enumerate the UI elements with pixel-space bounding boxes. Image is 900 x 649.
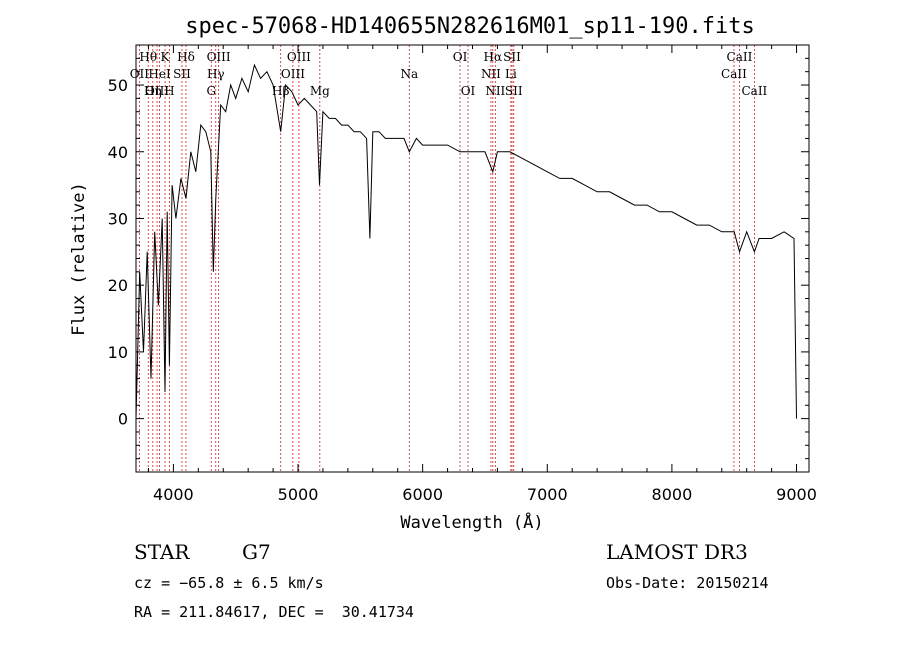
series-group: [135, 63, 797, 419]
line-label-22: Li: [505, 67, 517, 81]
line-label-4: HeI: [148, 67, 171, 81]
line-label-20: SII: [503, 50, 521, 64]
y-tick-label-30: 30: [108, 209, 128, 228]
line-label-24: SII: [505, 84, 523, 98]
y-axis-label: Flux (relative): [69, 182, 89, 336]
y-tick-label-10: 10: [108, 343, 128, 362]
redshift-cz: cz = −65.8 ± 6.5 km/s: [134, 574, 324, 592]
x-axis-label: Wavelength (Å): [400, 511, 543, 533]
line-label-9: OIII: [207, 50, 231, 64]
line-label-13: OIII: [281, 67, 305, 81]
object-subclass: G7: [242, 540, 271, 564]
x-tick-label-8000: 8000: [652, 485, 693, 504]
line-label-5: SII: [173, 67, 191, 81]
line-label-10: Hγ: [207, 67, 225, 81]
y-tick-label-40: 40: [108, 143, 128, 162]
line-label-8: H: [164, 84, 174, 98]
x-tick-label-6000: 6000: [402, 485, 443, 504]
line-label-15: Mg: [310, 84, 330, 98]
line-label-1: K: [161, 50, 171, 64]
observation-date: Obs-Date: 20150214: [606, 574, 769, 592]
line-markers: [138, 45, 755, 472]
x-tick-label-4000: 4000: [153, 485, 194, 504]
x-tick-label-5000: 5000: [278, 485, 319, 504]
line-label-23: NII: [485, 84, 505, 98]
ra-dec: RA = 211.84617, DEC = 30.41734: [134, 603, 414, 621]
object-class: STAR: [134, 540, 190, 564]
x-axis: 4000 5000 6000 7000 8000 9000: [147, 45, 817, 504]
line-label-6: OIII: [145, 84, 169, 98]
line-label-16: Na: [400, 67, 418, 81]
line-label-26: CaII: [721, 67, 747, 81]
y-tick-label-0: 0: [118, 410, 128, 429]
line-label-11: G: [206, 84, 216, 98]
line-label-3: OII: [130, 67, 150, 81]
chart-title: spec-57068-HD140655N282616M01_sp11-190.f…: [185, 14, 755, 39]
x-tick-label-7000: 7000: [527, 485, 568, 504]
line-label-12: OIII: [287, 50, 311, 64]
line-label-0: Hθ: [139, 50, 157, 64]
line-label-27: CaII: [741, 84, 767, 98]
plot-frame: [135, 44, 810, 473]
line-label-18: OI: [461, 84, 476, 98]
x-tick-label-9000: 9000: [776, 485, 817, 504]
y-tick-label-50: 50: [108, 76, 128, 95]
spectrum-line: [135, 63, 797, 419]
y-axis: 0 10 20 30 40 50: [108, 57, 809, 460]
line-label-2: Hδ: [177, 50, 195, 64]
y-tick-label-20: 20: [108, 276, 128, 295]
survey-name: LAMOST DR3: [606, 540, 748, 564]
line-label-25: CaII: [727, 50, 753, 64]
line-label-21: NII: [481, 67, 501, 81]
line-label-19: Hα: [484, 50, 503, 64]
line-label-17: OI: [453, 50, 468, 64]
line-label-7: Hη: [144, 84, 162, 98]
